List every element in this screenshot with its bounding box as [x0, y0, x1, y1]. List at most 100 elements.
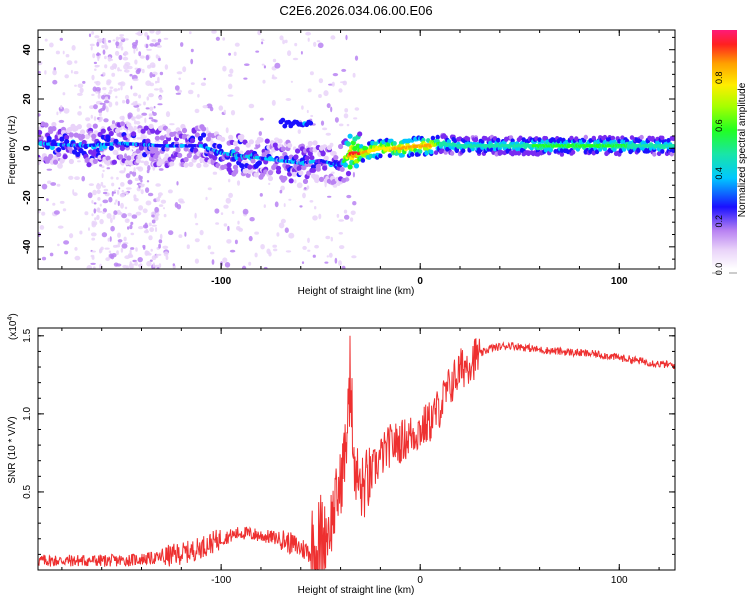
- spectrogram-cell: [247, 168, 253, 174]
- snr-y-tick-label: 0.5: [22, 485, 33, 499]
- spectrogram-speckle: [128, 235, 135, 241]
- spectrogram-speckle: [146, 48, 153, 51]
- spectrogram-speckle: [203, 77, 206, 81]
- spectrogram-speckle: [154, 42, 161, 46]
- spectrogram-speckle: [352, 171, 355, 178]
- spectrogram-speckle: [222, 37, 226, 41]
- spectrogram-speckle: [168, 230, 174, 236]
- spectrogram-cell: [287, 142, 293, 148]
- spectrogram-speckle: [118, 187, 121, 190]
- spectrogram-speckle: [46, 168, 53, 171]
- spectrogram-speckle: [102, 104, 106, 110]
- spectrogram-speckle: [266, 248, 271, 255]
- spectrogram-speckle: [106, 167, 111, 170]
- spectrogram-speckle: [190, 48, 194, 53]
- spectrogram-speckle: [132, 259, 137, 263]
- spectrogram-speckle: [95, 87, 101, 92]
- spectrogram-speckle: [100, 256, 105, 259]
- spectrogram-cell: [326, 145, 332, 151]
- spectrogram-speckle: [149, 72, 153, 78]
- spectrogram-cell: [298, 170, 304, 176]
- spectrogram-speckle: [163, 213, 167, 218]
- spectrogram-speckle: [123, 167, 126, 172]
- spectrogram-speckle: [92, 86, 97, 92]
- spectrogram-cell: [91, 133, 97, 139]
- colorbar-label: Normalized spectral amplitude: [737, 82, 748, 217]
- spectrogram-speckle: [274, 62, 281, 69]
- spectrogram-speckle: [334, 257, 338, 264]
- spectrogram-speckle: [225, 127, 229, 134]
- spectrogram-cell: [84, 134, 90, 140]
- spectrogram-speckle: [263, 34, 268, 41]
- spectrogram-cell: [291, 171, 297, 177]
- spectrogram-speckle: [44, 70, 47, 75]
- spectrogram-speckle: [307, 249, 311, 252]
- spectrogram-speckle: [91, 31, 95, 35]
- spectrogram-speckle: [346, 123, 350, 127]
- spectrogram-speckle: [109, 65, 115, 71]
- spectrogram-speckle: [113, 262, 119, 267]
- spectrogram-speckle: [131, 117, 135, 120]
- spectrogram-speckle: [125, 187, 132, 190]
- spectrogram-speckle: [97, 210, 103, 213]
- spectrogram-cell: [392, 141, 397, 146]
- spectrogram-cell: [228, 134, 234, 140]
- spectrogram-speckle: [123, 63, 129, 70]
- spectrogram-speckle: [41, 256, 47, 261]
- spectrogram-speckle: [102, 169, 105, 172]
- spectrogram-speckle: [149, 43, 155, 47]
- spectrogram-speckle: [352, 201, 357, 206]
- spectrogram-speckle: [124, 69, 130, 73]
- spectrogram-speckle: [93, 61, 97, 65]
- spectrogram-cell: [181, 127, 188, 134]
- spectrogram-speckle: [336, 213, 340, 218]
- spectrogram-speckle: [110, 225, 115, 232]
- spectrogram-speckle: [159, 87, 163, 92]
- spectrogram-speckle: [144, 117, 147, 124]
- spectrogram-speckle: [99, 248, 103, 253]
- spectrogram-speckle: [86, 265, 93, 269]
- spectrogram-speckle: [102, 211, 106, 214]
- spectrogram-speckle: [195, 222, 199, 226]
- spectrogram-speckle: [115, 101, 119, 106]
- spectrogram-speckle: [137, 257, 143, 263]
- spectrogram-speckle: [135, 211, 142, 216]
- spectrogram-speckle: [156, 44, 162, 48]
- spectrogram-speckle: [316, 40, 321, 43]
- spectrogram-speckle: [97, 197, 101, 201]
- spectrogram-speckle: [117, 87, 120, 91]
- spectrogram-speckle: [301, 261, 305, 264]
- spectrogram-cell: [250, 158, 256, 164]
- spectrogram-speckle: [85, 117, 91, 122]
- spectrogram-speckle: [96, 41, 100, 47]
- spectrogram-speckle: [96, 214, 100, 220]
- spectrogram-speckle: [138, 226, 144, 230]
- spectrogram-speckle: [344, 214, 350, 220]
- spectrogram-speckle: [104, 55, 107, 60]
- spectrogram-speckle: [87, 60, 90, 65]
- spectrogram-speckle: [146, 169, 150, 174]
- spectrogram-cell: [275, 165, 282, 171]
- spectrogram-speckle: [178, 234, 183, 239]
- spectrogram-speckle: [62, 208, 67, 212]
- spectrogram-speckle: [98, 119, 102, 123]
- spectrogram-cell: [256, 160, 262, 166]
- spectrogram-speckle: [119, 193, 126, 198]
- spectrogram-cell: [309, 155, 315, 161]
- spectrogram-speckle: [44, 38, 48, 42]
- spectrogram-speckle: [328, 252, 333, 258]
- spectrogram-speckle: [52, 69, 57, 76]
- spectrogram-speckle: [158, 96, 163, 100]
- spectrogram-speckle: [124, 218, 130, 223]
- spectrogram-speckle: [154, 140, 161, 143]
- spectrogram-speckle: [97, 93, 101, 99]
- spectrogram-speckle: [151, 219, 156, 224]
- spectrogram-cell: [126, 155, 132, 161]
- spectrogram-speckle: [302, 192, 306, 199]
- spectrogram-speckle: [153, 119, 158, 123]
- spectrogram-cell: [264, 138, 270, 144]
- spectrogram-speckle: [143, 101, 146, 106]
- spectrogram-speckle: [231, 210, 235, 214]
- spectrogram-speckle: [105, 257, 110, 262]
- spectrogram-speckle: [312, 254, 316, 258]
